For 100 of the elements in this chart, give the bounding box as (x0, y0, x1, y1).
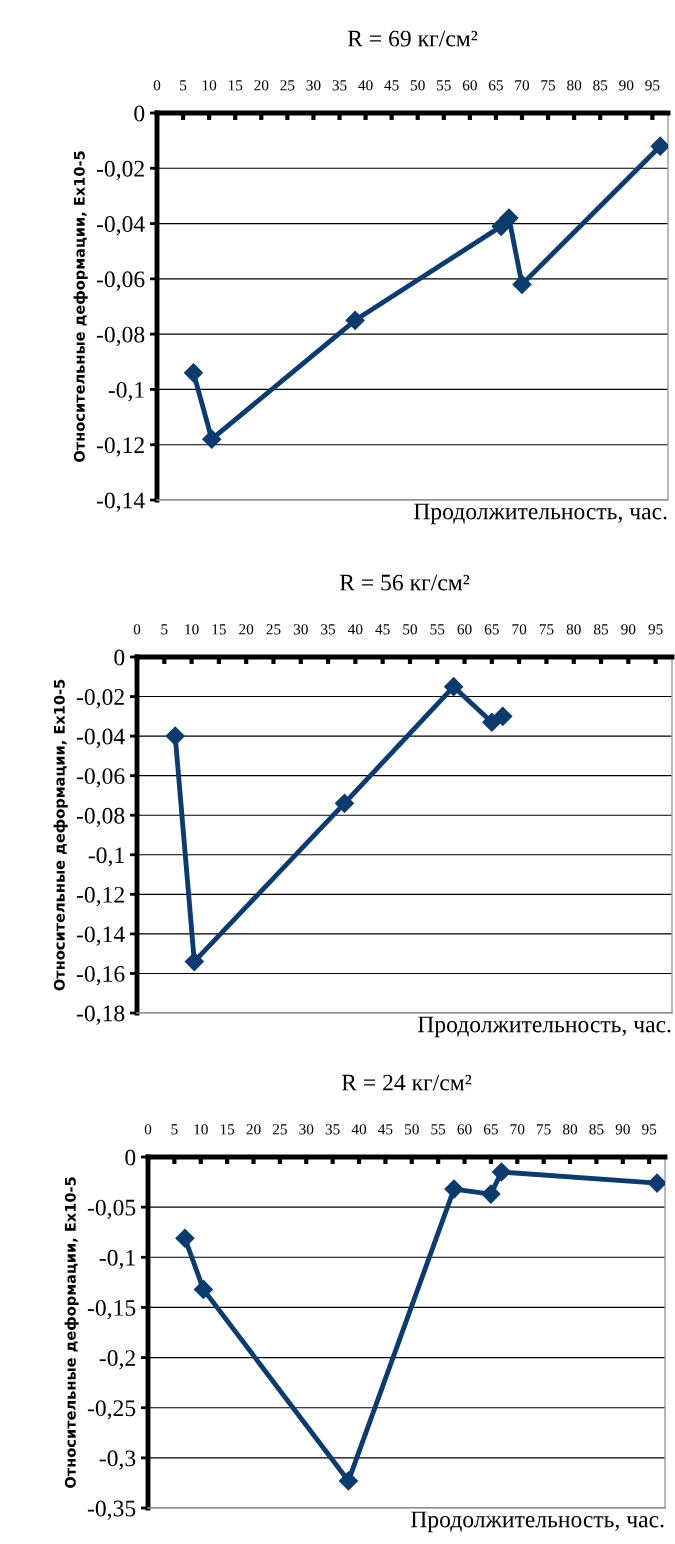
y-tick-label: -0,1 (108, 381, 144, 402)
x-tick-label: 45 (375, 624, 390, 635)
y-tick-label: -0,02 (76, 689, 124, 709)
y-tick-label: -0,04 (96, 216, 145, 236)
point (165, 726, 185, 746)
x-tick-label: 25 (280, 80, 295, 91)
y-tick-label: -0,05 (87, 1199, 136, 1219)
point (345, 310, 365, 330)
point (512, 274, 532, 294)
point (184, 952, 204, 972)
point (491, 1162, 511, 1182)
y-axis-title: Относительные деформации, Ex10-5 (73, 151, 88, 462)
y-tick-label: -0,25 (87, 1400, 136, 1420)
chart-title: R = 69 кг/см² (347, 30, 478, 47)
y-tick-label: -0,06 (96, 271, 145, 291)
y-tick-label: -0,1 (99, 1249, 135, 1270)
point (647, 1173, 665, 1193)
x-tick-label: 55 (431, 1124, 446, 1135)
x-tick-label: 25 (272, 1124, 287, 1135)
y-tick-label: 0 (125, 1149, 136, 1166)
y-tick-label: -0,2 (99, 1350, 135, 1370)
point (183, 363, 204, 383)
x-axis-title: Продолжительность, час. (413, 503, 667, 525)
x-tick-label: 40 (348, 624, 363, 635)
chart-title: R = 24 кг/см² (341, 1074, 472, 1091)
x-tick-label: 65 (488, 80, 503, 91)
chart-title: R = 56 кг/см² (339, 574, 470, 591)
x-tick-label: 60 (457, 1124, 472, 1135)
x-tick-label: 15 (220, 1124, 235, 1135)
x-tick-label: 80 (566, 624, 581, 635)
y-tick-label: -0,08 (76, 807, 125, 828)
x-tick-label: 95 (645, 80, 660, 91)
x-tick-label: 30 (293, 624, 308, 635)
x-tick-label: 45 (378, 1124, 393, 1135)
x-tick-label: 10 (194, 1124, 208, 1135)
x-tick-label: 35 (325, 1124, 340, 1135)
x-tick-label: 20 (239, 624, 254, 635)
x-tick-label: 55 (430, 624, 445, 635)
x-tick-label: 75 (541, 80, 556, 91)
x-tick-label: 55 (437, 80, 451, 91)
y-tick-label: -0,06 (76, 768, 125, 788)
point (444, 677, 464, 697)
y-tick-label: -0,12 (96, 437, 144, 457)
x-tick-label: 75 (539, 624, 554, 635)
x-tick-label: 0 (144, 1124, 152, 1135)
y-tick-label: -0,15 (87, 1299, 136, 1320)
x-tick-label: 85 (589, 1124, 604, 1135)
y-tick-label: -0,14 (96, 492, 145, 512)
x-tick-label: 0 (153, 80, 161, 91)
y-axis-title: Относительные деформации, Ex10-5 (64, 1177, 79, 1488)
x-tick-label: 90 (621, 624, 636, 635)
point (175, 1228, 195, 1248)
x-tick-label: 95 (648, 624, 663, 635)
x-tick-label: 10 (202, 80, 217, 91)
x-tick-label: 95 (642, 1124, 657, 1135)
x-tick-label: 40 (351, 1124, 367, 1135)
x-tick-label: 60 (462, 80, 477, 91)
point (334, 793, 354, 813)
x-tick-label: 90 (619, 80, 634, 91)
x-tick-label: 50 (403, 624, 418, 635)
x-tick-label: 75 (537, 1124, 551, 1135)
y-tick-label: -0,12 (76, 886, 124, 907)
x-axis-title: Продолжительность, час. (410, 1511, 664, 1533)
x-tick-label: 35 (332, 80, 347, 91)
x-tick-label: 70 (512, 624, 527, 635)
point (202, 429, 222, 449)
y-tick-label: 0 (134, 105, 145, 122)
x-tick-label: 30 (299, 1124, 314, 1135)
y-axis-title: Относительные деформации, Ex10-5 (53, 679, 68, 991)
point (481, 1184, 501, 1204)
y-tick-label: -0,35 (87, 1500, 136, 1520)
y-tick-label: -0,14 (76, 926, 125, 946)
x-tick-label: 10 (185, 624, 199, 635)
x-tick-label: 65 (484, 624, 499, 635)
y-tick-label: 0 (114, 649, 125, 666)
x-tick-label: 80 (567, 80, 582, 91)
y-tick-label: -0,1 (88, 847, 124, 867)
x-tick-label: 15 (212, 624, 226, 635)
x-tick-label: 80 (562, 1124, 578, 1135)
x-tick-label: 70 (510, 1124, 525, 1135)
point (444, 1179, 464, 1199)
x-axis-title: Продолжительность, час. (417, 1016, 671, 1038)
x-tick-label: 45 (384, 80, 399, 91)
x-tick-label: 20 (254, 80, 269, 91)
x-tick-label: 5 (180, 80, 187, 91)
x-tick-label: 30 (306, 80, 321, 91)
x-tick-label: 20 (246, 1124, 261, 1135)
x-tick-label: 50 (410, 80, 425, 91)
y-tick-label: -0,02 (96, 160, 144, 181)
x-tick-label: 90 (615, 1124, 630, 1135)
point (193, 1279, 213, 1299)
x-tick-label: 5 (161, 624, 168, 635)
y-tick-label: -0,08 (96, 326, 145, 346)
x-tick-label: 40 (358, 80, 373, 91)
y-tick-label: -0,3 (99, 1450, 136, 1470)
x-tick-label: 35 (321, 624, 336, 635)
y-tick-label: -0,04 (76, 728, 125, 748)
point (493, 706, 513, 726)
x-tick-label: 15 (228, 80, 243, 91)
x-tick-label: 70 (515, 80, 530, 91)
